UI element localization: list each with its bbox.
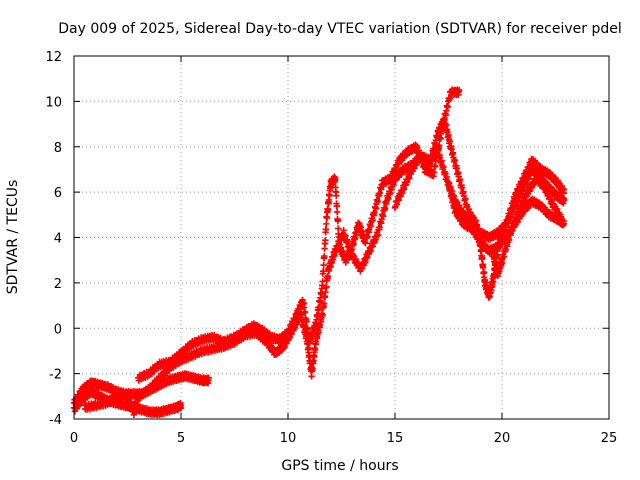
data-point	[478, 246, 485, 254]
y-tick-label: 12	[45, 50, 62, 65]
data-point	[324, 205, 332, 213]
y-tick-label: 0	[54, 322, 62, 337]
data-point	[335, 233, 343, 241]
data-point	[449, 197, 457, 204]
data-point	[440, 163, 447, 171]
data-point	[376, 224, 383, 231]
x-tick-label: 15	[387, 431, 404, 446]
data-point	[379, 212, 387, 220]
data-point	[434, 134, 441, 141]
y-tick-label: -4	[49, 413, 62, 428]
axis-ticks	[73, 55, 610, 420]
x-tick-label: 5	[177, 431, 185, 446]
data-point	[334, 208, 341, 216]
x-axis-title: GPS time / hours	[281, 458, 398, 474]
data-point	[444, 103, 451, 111]
data-point	[320, 300, 328, 307]
data-point	[495, 241, 503, 249]
data-point	[319, 278, 326, 285]
data-point	[428, 153, 436, 160]
data-point	[321, 252, 328, 260]
data-point	[319, 311, 326, 318]
data-point	[381, 205, 389, 212]
y-axis-title: SDTVAR / TECUs	[5, 180, 21, 295]
data-point	[479, 255, 486, 262]
data-point	[456, 176, 464, 183]
x-tick-label: 25	[601, 431, 618, 446]
data-point	[502, 246, 510, 253]
data-point	[560, 186, 568, 193]
data-point	[374, 232, 382, 239]
data-point	[448, 146, 455, 153]
data-point	[446, 180, 453, 187]
y-tick-label: -2	[49, 368, 62, 383]
data-point	[500, 253, 508, 260]
x-axis-tick-labels: 0 5 10 15 20 25	[70, 431, 617, 446]
data-point	[453, 165, 461, 172]
series-sat-track-7	[490, 172, 566, 280]
data-point	[323, 283, 330, 291]
data-point	[333, 202, 341, 210]
y-axis-tick-labels: -4 -2 0 2 4 6 8 10 12	[45, 50, 62, 428]
data-point	[560, 195, 568, 202]
data-point	[324, 272, 332, 280]
data-point	[430, 169, 438, 176]
data-point	[334, 218, 342, 225]
series-sat-track-5	[391, 115, 568, 301]
data-point	[326, 192, 333, 200]
data-point	[374, 198, 382, 205]
data-point	[320, 267, 327, 275]
data-point	[371, 209, 378, 216]
data-point	[333, 192, 340, 199]
y-tick-label: 4	[54, 232, 62, 247]
data-point	[303, 318, 310, 326]
data-point	[369, 216, 376, 224]
series-sat-track-6	[445, 164, 568, 243]
data-point	[558, 216, 566, 223]
data-point	[446, 138, 454, 145]
data-markers	[70, 86, 568, 419]
data-point	[301, 308, 309, 316]
data-point	[442, 121, 450, 129]
y-tick-label: 2	[54, 277, 62, 292]
data-point	[430, 145, 438, 152]
data-point	[451, 157, 459, 164]
x-tick-label: 10	[280, 431, 297, 446]
data-point	[314, 312, 321, 320]
y-tick-label: 10	[45, 95, 62, 110]
data-point	[332, 176, 339, 183]
data-point	[364, 233, 371, 240]
data-point	[315, 303, 323, 311]
x-tick-label: 0	[70, 431, 78, 446]
data-point	[322, 226, 330, 233]
y-tick-label: 8	[54, 141, 62, 156]
data-point	[318, 290, 325, 298]
y-tick-label: 6	[54, 186, 62, 201]
series-sat-track-4	[135, 86, 463, 384]
chart-title: Day 009 of 2025, Sidereal Day-to-day VTE…	[58, 21, 622, 37]
data-point	[322, 236, 329, 244]
data-point	[320, 261, 327, 269]
data-point	[376, 189, 383, 197]
x-tick-label: 20	[494, 431, 511, 446]
data-point	[205, 374, 213, 382]
data-point	[462, 195, 469, 203]
data-point	[177, 404, 185, 412]
data-point	[323, 220, 330, 228]
data-point	[458, 184, 466, 191]
data-point	[323, 214, 331, 222]
grid-lines	[74, 56, 609, 419]
data-point	[432, 163, 439, 170]
data-point	[456, 86, 463, 94]
